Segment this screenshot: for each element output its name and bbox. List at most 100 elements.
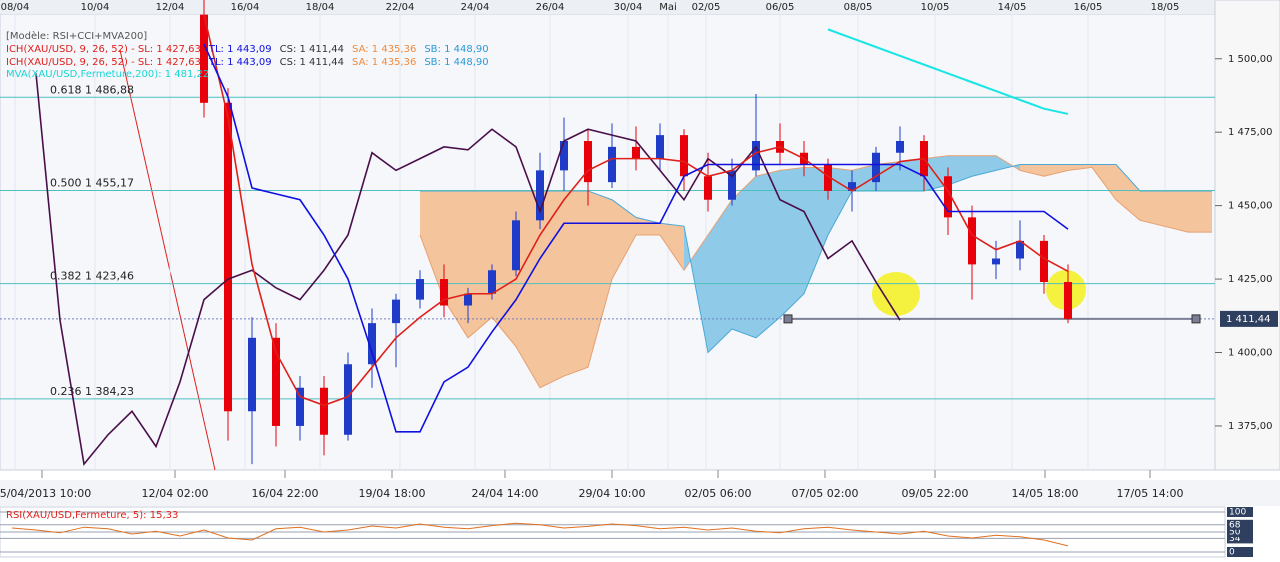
cloud-segment (660, 223, 684, 271)
top-date-label: 26/04 (536, 2, 565, 13)
legend-entry: MVA(XAU/USD,Fermeture,200): 1 481,22 (6, 69, 209, 80)
candle-body (344, 364, 352, 435)
indicator-line (203, 14, 1069, 407)
cloud-segment (708, 199, 732, 353)
bottom-date-label: 14/05 18:00 (1012, 487, 1079, 500)
cloud-segment (1140, 190, 1164, 227)
trend-line (119, 49, 216, 471)
top-date-label: 08/05 (844, 2, 873, 13)
top-date-label: 08/04 (1, 2, 30, 13)
candle-body (632, 146, 640, 159)
legend-entry: SB: 1 448,90 (424, 44, 488, 55)
candle-body (536, 170, 544, 221)
indicator-line (35, 73, 901, 466)
bottom-date-label: 24/04 14:00 (472, 487, 539, 500)
cloud-segment (1164, 190, 1188, 233)
cloud-segment (804, 167, 828, 294)
fib-label: 0.500 1 455,17 (50, 176, 134, 189)
rsi-label: RSI(XAU/USD,Fermeture, 5): 15,33 (6, 510, 178, 521)
cloud-segment (948, 155, 972, 186)
candle-body (704, 176, 712, 200)
top-date-label: 16/05 (1074, 2, 1103, 13)
candle-body (512, 220, 520, 271)
candle-body (752, 141, 760, 171)
bottom-date-label: 29/04 10:00 (579, 487, 646, 500)
y-tick-label: 1 500,00 (1228, 54, 1273, 65)
candle-body (680, 135, 688, 177)
candle-body (464, 293, 472, 306)
top-date-label: 10/05 (921, 2, 950, 13)
cloud-segment (612, 199, 636, 280)
cloud-segment (540, 190, 564, 388)
fib-label: 0.236 1 384,23 (50, 385, 134, 398)
cloud-segment (588, 190, 612, 368)
cloud-segment (828, 167, 852, 235)
top-date-label: 24/04 (461, 2, 490, 13)
candle-body (992, 258, 1000, 265)
top-date-label: 18/05 (1151, 2, 1180, 13)
support-handle (783, 314, 793, 324)
legend-entry: SA: 1 435,36 (352, 44, 416, 55)
support-handle (1191, 314, 1201, 324)
bottom-date-label: 17/05 14:00 (1117, 487, 1184, 500)
legend-entry: CS: 1 411,44 (280, 44, 344, 55)
top-date-label: 16/04 (231, 2, 260, 13)
legend-entry: SB: 1 448,90 (424, 57, 488, 68)
y-tick-label: 1 375,00 (1228, 421, 1273, 432)
rsi-tick-label: 68 (1229, 520, 1241, 530)
candle-body (248, 337, 256, 412)
legend-entry: TL: 1 443,09 (208, 44, 272, 55)
top-date-label: 30/04 (614, 2, 643, 13)
cloud-segment (1188, 190, 1212, 233)
cloud-segment (444, 190, 468, 338)
rsi-tick-box (1227, 527, 1253, 537)
fib-label: 0.618 1 486,88 (50, 83, 134, 96)
candle-body (728, 170, 736, 200)
bottom-date-label: 16/04 22:00 (252, 487, 319, 500)
candle-body (392, 299, 400, 324)
y-tick-label: 1 475,00 (1228, 127, 1273, 138)
rsi-tick-label: 100 (1229, 508, 1246, 518)
bottom-date-label: 19/04 18:00 (359, 487, 426, 500)
bottom-date-label: 07/05 02:00 (792, 487, 859, 500)
rsi-tick-label: 34 (1229, 534, 1241, 544)
rsi-line (11, 522, 1069, 547)
top-date-label: 12/04 (156, 2, 185, 13)
candle-body (944, 176, 952, 218)
candle-body (296, 387, 304, 426)
top-date-label: 02/05 (692, 2, 721, 13)
last-price-box (1220, 310, 1278, 327)
cloud-segment (468, 190, 492, 338)
candle-body (224, 102, 232, 412)
legend-line: ICH(XAU/USD, 9, 26, 52) - SL: 1 427,63 TL… (6, 57, 489, 68)
legend-entry: TL: 1 443,09 (208, 57, 272, 68)
candle-body (320, 387, 328, 435)
fib-label: 0.382 1 423,46 (50, 270, 134, 283)
y-tick-label: 1 400,00 (1228, 348, 1273, 359)
rsi-tick-box (1227, 519, 1253, 530)
cloud-segment (732, 176, 756, 338)
top-date-label: 10/04 (81, 2, 110, 13)
rsi-tick-box (1227, 533, 1253, 544)
y-tick-label: 1 425,00 (1228, 274, 1273, 285)
cloud-segment (756, 170, 780, 338)
legend-line: MVA(XAU/USD,Fermeture,200): 1 481,22 (6, 69, 209, 80)
cloud-segment (972, 155, 996, 177)
candle-body (488, 270, 496, 294)
candle-body (968, 217, 976, 265)
top-date-label: 18/04 (306, 2, 335, 13)
cloud-segment (420, 190, 444, 300)
candle-body (848, 182, 856, 191)
top-date-label: 06/05 (766, 2, 795, 13)
time-axis (0, 480, 1280, 506)
rsi-tick-label: 50 (1229, 528, 1241, 538)
candle-body (416, 279, 424, 300)
cloud-segment (1020, 164, 1044, 177)
cloud-segment (1044, 164, 1068, 177)
bottom-date-label: 02/05 06:00 (685, 487, 752, 500)
rsi-tick-box (1227, 507, 1253, 517)
cloud-segment (1116, 164, 1140, 221)
candle-body (560, 141, 568, 171)
